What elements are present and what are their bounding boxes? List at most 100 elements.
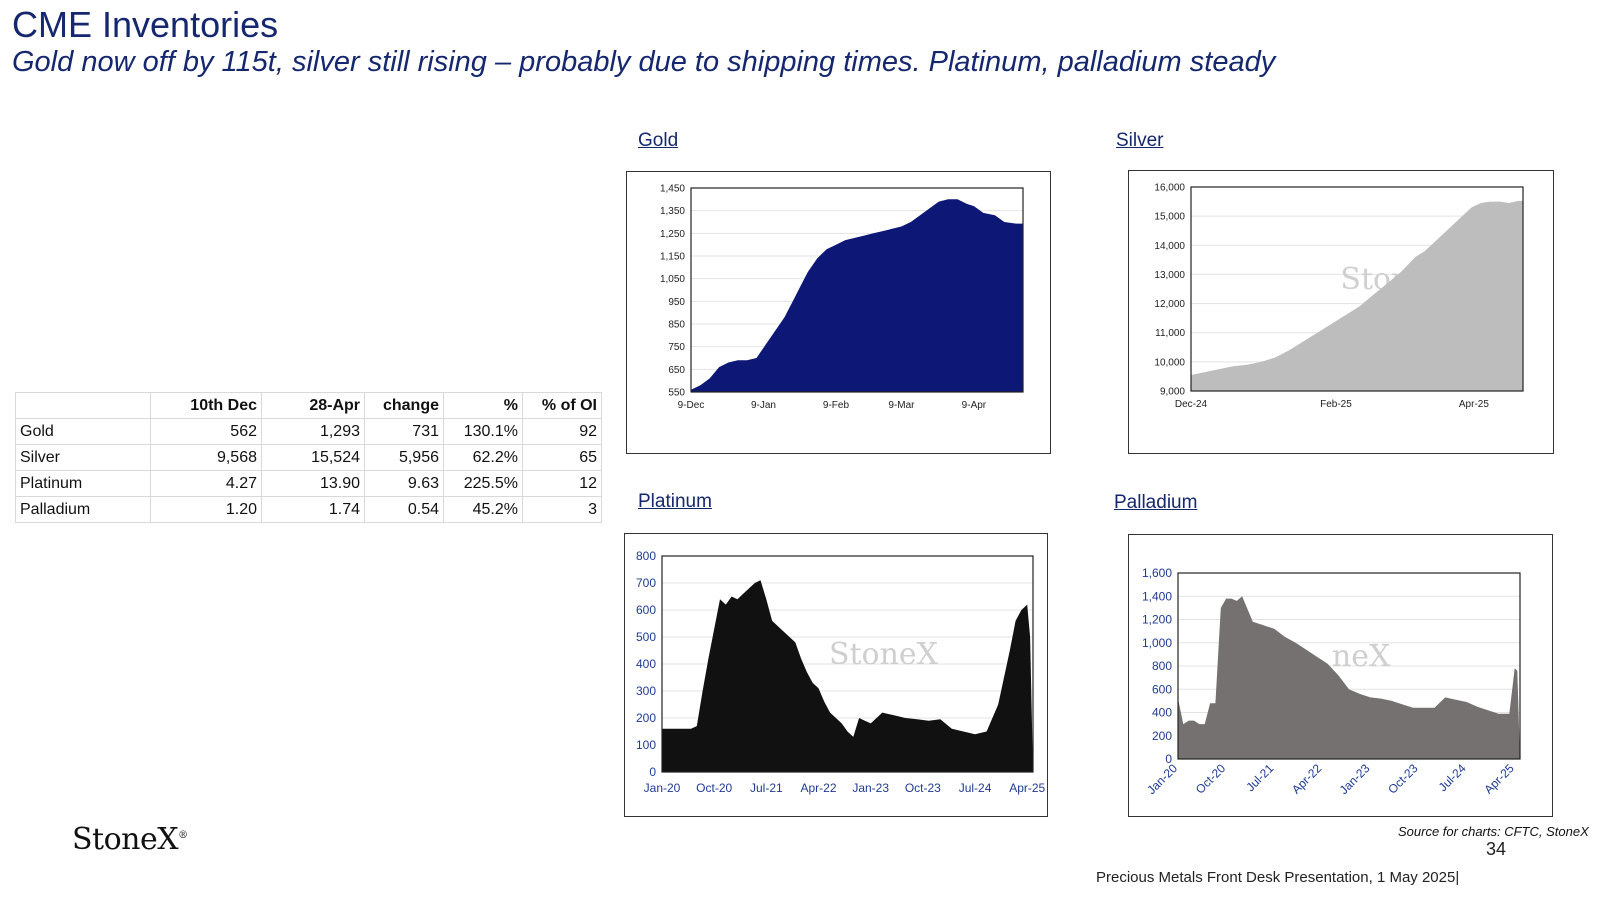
gold-y-tick-label: 1,350 [660, 206, 685, 217]
gold-y-tick-label: 1,050 [660, 274, 685, 285]
table-cell: Palladium [15, 496, 151, 523]
palladium-y-tick-label: 1,200 [1142, 613, 1172, 627]
palladium-x-tick-label: Jul-24 [1436, 761, 1469, 794]
platinum-x-tick-label: Apr-22 [801, 781, 837, 795]
gold-y-tick-label: 1,450 [660, 184, 685, 195]
table-cell: 92 [522, 418, 602, 445]
silver-chart-title: Silver [1116, 130, 1164, 151]
platinum-y-tick-label: 600 [636, 603, 656, 617]
palladium-x-tick-label: Jan-23 [1337, 761, 1373, 797]
gold-chart: StoneX1,4501,3501,2501,1501,050950850750… [660, 184, 1024, 411]
gold-y-tick-label: 950 [668, 297, 685, 308]
page-subtitle: Gold now off by 115t, silver still risin… [12, 46, 1276, 78]
palladium-x-tick-label: Oct-23 [1385, 761, 1421, 797]
gold-y-tick-label: 1,150 [660, 252, 685, 263]
palladium-chart-title: Palladium [1114, 492, 1198, 513]
platinum-y-tick-label: 700 [636, 576, 656, 590]
platinum-x-tick-label: Jul-24 [959, 781, 992, 795]
palladium-y-tick-label: 200 [1152, 729, 1172, 743]
presentation-footer: Precious Metals Front Desk Presentation,… [1096, 869, 1460, 886]
gold-x-tick-label: 9-Feb [823, 400, 850, 411]
palladium-y-tick-label: 1,000 [1142, 636, 1172, 650]
platinum-chart: StoneX 800 700 600 500 400 300 200 100 0 Jan-20 Oct… [636, 549, 1046, 795]
gold-y-tick-label: 850 [668, 320, 685, 331]
table-cell: 62.2% [443, 444, 523, 471]
platinum-y-tick-label: 0 [649, 765, 656, 779]
platinum-y-tick-label: 800 [636, 549, 656, 563]
silver-x-tick-label: Feb-25 [1320, 399, 1352, 410]
table-cell: 12 [522, 470, 602, 497]
palladium-x-tick-label: Jul-21 [1243, 761, 1276, 794]
gold-y-tick-label: 550 [668, 388, 685, 399]
table-header-cell [15, 392, 151, 419]
table-cell: 1.20 [150, 496, 262, 523]
silver-area-series [1191, 200, 1523, 391]
palladium-y-tick-label: 400 [1152, 706, 1172, 720]
platinum-chart-title: Platinum [638, 491, 712, 512]
table-cell: 0.54 [364, 496, 444, 523]
platinum-x-tick-label: Oct-20 [696, 781, 732, 795]
platinum-y-tick-label: 300 [636, 684, 656, 698]
table-header-row: 10th Dec 28-Apr change % % of OI [15, 392, 602, 419]
table-cell: 45.2% [443, 496, 523, 523]
platinum-y-tick-label: 400 [636, 657, 656, 671]
palladium-y-tick-label: 1,400 [1142, 589, 1172, 603]
silver-plot-area [1190, 186, 1524, 392]
platinum-area-series [662, 580, 1033, 772]
page-number: 34 [1486, 839, 1507, 859]
table-cell: 130.1% [443, 418, 523, 445]
table-row: Platinum 4.27 13.90 9.63 225.5% 12 [15, 470, 602, 497]
platinum-x-tick-label: Apr-25 [1009, 781, 1045, 795]
palladium-x-tick-label: Apr-22 [1289, 761, 1325, 797]
platinum-x-tick-label: Jan-20 [644, 781, 681, 795]
silver-y-tick-label: 12,000 [1154, 299, 1185, 310]
platinum-plot-area [661, 555, 1034, 773]
silver-y-tick-label: 15,000 [1154, 212, 1185, 223]
palladium-x-tick-label: Jan-20 [1144, 761, 1180, 797]
table-cell: 731 [364, 418, 444, 445]
table-cell: 562 [150, 418, 262, 445]
palladium-chart: neX1,6001,4001,2001,0008006004002000Jan-… [1142, 566, 1521, 797]
table-row: Silver 9,568 15,524 5,956 62.2% 65 [15, 444, 602, 471]
platinum-y-tick-label: 100 [636, 738, 656, 752]
platinum-watermark: StoneX [829, 637, 939, 672]
silver-x-tick-label: Apr-25 [1459, 399, 1489, 410]
table-cell: 5,956 [364, 444, 444, 471]
gold-x-tick-label: 9-Jan [751, 400, 776, 411]
gold-y-tick-label: 750 [668, 342, 685, 353]
table-cell: Gold [15, 418, 151, 445]
palladium-plot-area [1177, 572, 1521, 760]
platinum-x-tick-label: Jan-23 [852, 781, 889, 795]
table-cell: 65 [522, 444, 602, 471]
table-row: Gold 562 1,293 731 130.1% 92 [15, 418, 602, 445]
palladium-y-tick-label: 1,600 [1142, 566, 1172, 580]
silver-y-tick-label: 13,000 [1154, 270, 1185, 281]
gold-y-tick-label: 650 [668, 365, 685, 376]
table-cell: Platinum [15, 470, 151, 497]
platinum-x-tick-label: Jul-21 [750, 781, 783, 795]
palladium-y-tick-label: 800 [1152, 659, 1172, 673]
table-cell: 1.74 [261, 496, 365, 523]
gold-y-tick-label: 1,250 [660, 229, 685, 240]
palladium-chart-frame: neX 1,600 1,400 1,200 1,000 800 600 400 200 0 Jan-… [1128, 534, 1553, 817]
palladium-watermark: neX [1332, 639, 1391, 674]
table-cell: 13.90 [261, 470, 365, 497]
table-header-cell: % of OI [522, 392, 602, 419]
gold-plot-area [690, 187, 1024, 393]
silver-y-tick-label: 11,000 [1155, 328, 1185, 339]
table-header-cell: change [364, 392, 444, 419]
silver-y-tick-label: 9,000 [1160, 387, 1185, 398]
inventory-table: 10th Dec 28-Apr change % % of OI Gold 56… [15, 392, 602, 523]
table-cell: 3 [522, 496, 602, 523]
table-header-cell: 28-Apr [261, 392, 365, 419]
table-cell: Silver [15, 444, 151, 471]
silver-chart: StoneX16,00015,00014,00013,00012,00011,0… [1154, 183, 1524, 410]
stonex-logo: StoneX® [72, 822, 188, 857]
silver-x-tick-label: Dec-24 [1175, 399, 1208, 410]
gold-x-tick-label: 9-Dec [678, 400, 705, 411]
platinum-y-tick-label: 200 [636, 711, 656, 725]
platinum-y-tick-label: 500 [636, 630, 656, 644]
page-title: CME Inventories [12, 4, 279, 45]
palladium-y-tick-label: 0 [1165, 752, 1172, 766]
palladium-y-tick-label: 600 [1152, 682, 1172, 696]
